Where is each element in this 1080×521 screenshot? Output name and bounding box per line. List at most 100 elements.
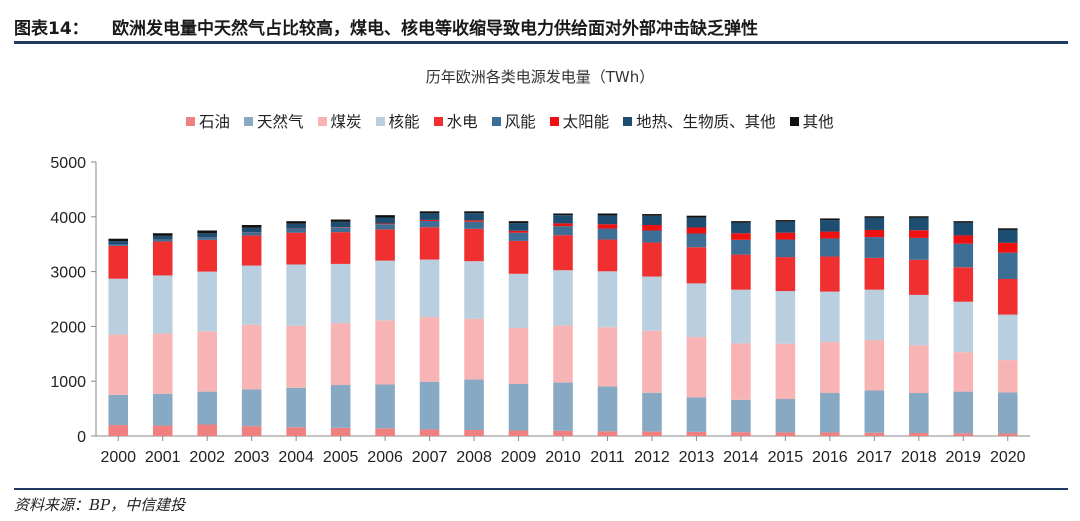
bar-segment-coal-2009 (508, 328, 529, 384)
x-tick-label-2018: 2018 (901, 449, 937, 466)
bar-segment-other-2006 (375, 215, 395, 218)
bar-segment-oil-2006 (375, 428, 395, 436)
legend-label-nuclear: 核能 (388, 113, 420, 131)
bar-segment-hydro-2006 (375, 229, 395, 261)
legend-item-geo_bio: 地热、生物质、其他 (623, 110, 776, 132)
bar-segment-hydro-2008 (464, 228, 484, 262)
legend-item-hydro: 水电 (433, 110, 478, 132)
bar-segment-geo_bio-2008 (464, 213, 484, 221)
bar-segment-gas-2009 (508, 383, 529, 431)
bar-segment-wind-2001 (152, 239, 173, 242)
bar-segment-nuclear-2013 (686, 283, 707, 338)
bar-segment-nuclear-2016 (820, 291, 840, 343)
bar-segment-oil-2010 (553, 430, 573, 436)
legend-label-oil: 石油 (199, 113, 231, 131)
bar-segment-other-2009 (508, 221, 529, 224)
bar-segment-nuclear-2003 (241, 265, 262, 325)
bar-segment-geo_bio-2011 (597, 215, 618, 225)
bar-segment-coal-2006 (375, 320, 395, 385)
bar-segment-gas-2010 (553, 382, 573, 431)
bar-segment-other-2011 (597, 213, 618, 216)
bar-segment-other-2004 (286, 221, 306, 224)
bar-segment-nuclear-2019 (953, 301, 974, 353)
bar-segment-wind-2015 (775, 239, 796, 258)
bar-segment-coal-2010 (553, 325, 573, 383)
legend-label-solar: 太阳能 (562, 113, 610, 131)
bar-segment-nuclear-2002 (197, 271, 217, 332)
bar-segment-other-2015 (775, 220, 796, 222)
bar-segment-solar-2018 (909, 230, 929, 238)
bar-segment-gas-2011 (597, 386, 618, 432)
bar-segment-geo_bio-2019 (953, 222, 974, 236)
figure-title: 欧洲发电量中天然气占比较高，煤电、核电等收缩导致电力供给面对外部冲击缺乏弹性 (112, 19, 758, 39)
bar-segment-oil-2007 (419, 429, 440, 436)
bar-segment-oil-2012 (642, 431, 662, 436)
bar-segment-coal-2005 (330, 323, 351, 386)
bar-segment-wind-2004 (286, 228, 306, 233)
bar-segment-wind-2012 (642, 230, 662, 243)
bar-segment-wind-2011 (597, 228, 618, 240)
bar-segment-nuclear-2005 (330, 263, 351, 324)
bar-segment-hydro-2003 (241, 235, 262, 266)
bar-segment-gas-2018 (909, 392, 929, 433)
bar-segment-coal-2011 (597, 327, 618, 387)
bar-segment-oil-2013 (686, 431, 707, 436)
legend-item-solar: 太阳能 (549, 110, 610, 132)
bar-segment-solar-2011 (597, 224, 618, 229)
y-tick-label: 3000 (50, 265, 86, 282)
legend-item-other: 其他 (789, 110, 834, 132)
bar-segment-other-2017 (864, 216, 885, 218)
legend-item-oil: 石油 (186, 110, 230, 132)
stacked-bar-chart: 0 1000 2000 3000 4000 5000 2000 2001 2002 2003 200… (50, 155, 1030, 466)
bar-segment-solar-2006 (375, 223, 395, 225)
bar-segment-hydro-2004 (286, 232, 306, 265)
bar-segment-coal-2019 (953, 352, 974, 392)
bar-segment-gas-2017 (864, 390, 885, 433)
bar-segment-hydro-2005 (330, 232, 351, 264)
bar-segment-coal-2007 (419, 317, 440, 382)
x-tick-label-2014: 2014 (723, 449, 759, 466)
bar-segment-wind-2008 (464, 221, 484, 229)
bar-segment-gas-2014 (731, 399, 751, 433)
bar-segment-nuclear-2004 (286, 264, 306, 326)
y-tick-label: 4000 (50, 210, 86, 227)
bar-segment-solar-2017 (864, 229, 885, 238)
legend-label-wind: 风能 (504, 113, 536, 131)
bar-segment-wind-2020 (997, 252, 1018, 279)
x-tick-label-2007: 2007 (412, 449, 448, 466)
bar-segment-geo_bio-2016 (820, 220, 840, 232)
bar-segment-nuclear-2009 (508, 273, 529, 329)
bar-segment-oil-2015 (775, 432, 796, 436)
bar-segment-geo_bio-2001 (152, 235, 173, 240)
bar-segment-coal-2017 (864, 340, 885, 391)
bar-segment-coal-2003 (241, 324, 262, 390)
bar-segment-geo_bio-2020 (997, 229, 1018, 243)
x-tick-label-2009: 2009 (501, 449, 537, 466)
bar-segment-geo_bio-2000 (108, 241, 129, 245)
bar-segment-hydro-2019 (953, 267, 974, 302)
bar-segment-hydro-2001 (152, 241, 173, 276)
bar-segment-hydro-2000 (108, 245, 129, 279)
bar-segment-hydro-2017 (864, 257, 885, 290)
bar-segment-gas-2006 (375, 384, 395, 429)
bar-segment-nuclear-2015 (775, 291, 796, 344)
bar-segment-other-2007 (419, 211, 440, 214)
bar-segment-hydro-2010 (553, 235, 573, 271)
bar-segment-oil-2001 (152, 425, 173, 436)
bar-segment-wind-2014 (731, 239, 751, 255)
bar-segment-other-2016 (820, 218, 840, 221)
bar-segment-hydro-2020 (997, 279, 1018, 315)
x-tick-label-2008: 2008 (456, 449, 492, 466)
bar-segment-hydro-2007 (419, 227, 440, 260)
legend-label-geo_bio: 地热、生物质、其他 (636, 113, 776, 131)
bar-segment-other-2000 (108, 238, 129, 242)
bar-segment-solar-2007 (419, 219, 440, 221)
bar-segment-geo_bio-2017 (864, 217, 885, 230)
bar-segment-gas-2019 (953, 391, 974, 434)
header-rule (14, 41, 1068, 44)
bar-segment-wind-2018 (909, 237, 929, 260)
bar-segment-coal-2001 (152, 333, 173, 394)
bar-segment-solar-2012 (642, 225, 662, 231)
x-tick-label-2013: 2013 (679, 449, 715, 466)
bar-segment-hydro-2015 (775, 257, 796, 292)
